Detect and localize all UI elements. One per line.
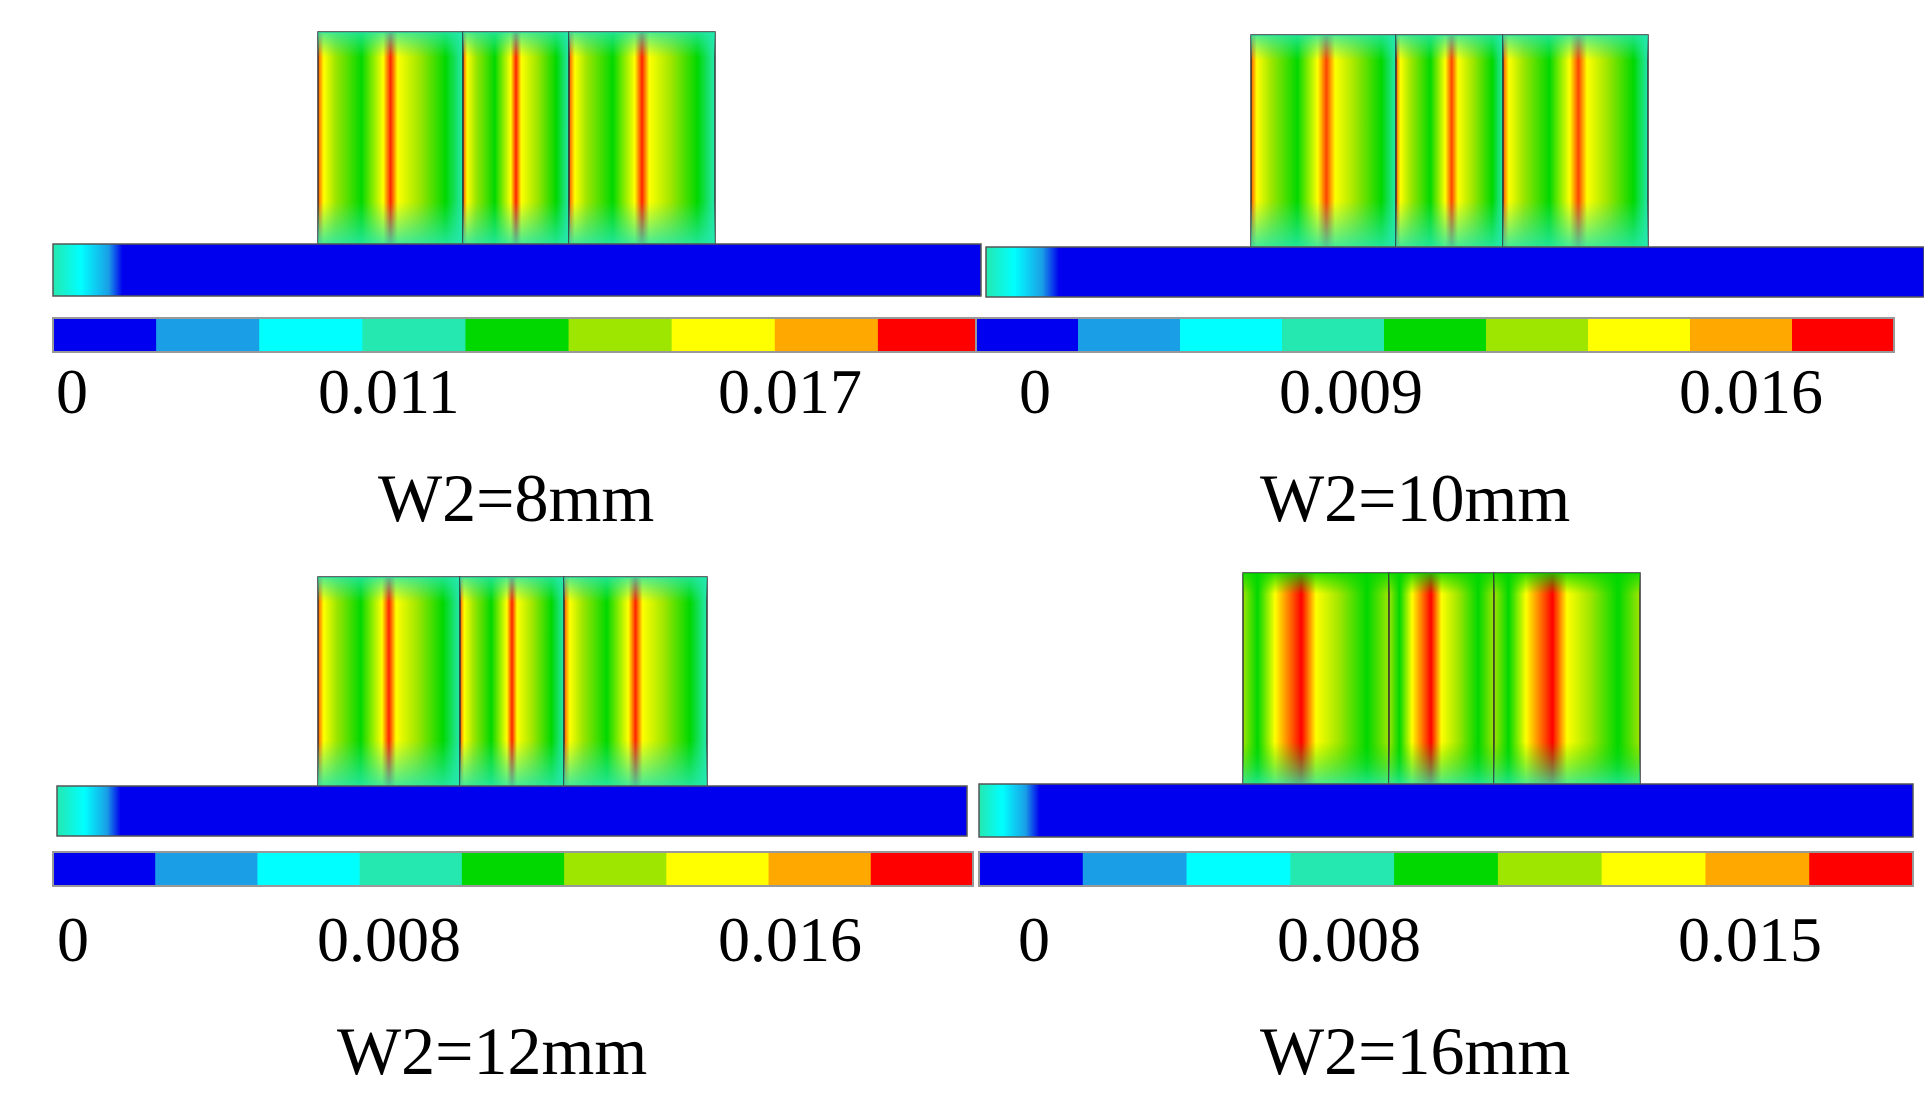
scale-frame [978,851,1914,887]
scale-swatch-5 [564,852,667,886]
scale-label-min: 0 [57,904,89,975]
scale-label-max: 0.015 [1678,904,1822,975]
scale-swatch-6 [671,318,776,352]
scale-swatch-0 [979,852,1084,886]
contour-panel-w2-12mm: 0 0.008 0.016 W2=12mm [0,550,974,1100]
scale-swatch-2 [259,318,363,352]
scale-swatch-2 [257,852,361,886]
panel-caption: W2=8mm [378,460,655,536]
scale-swatch-7 [1705,852,1810,886]
contour-plot [978,572,1914,887]
substrate-bar [52,243,982,297]
contour-plot [975,34,1924,353]
contour-plot [52,576,974,887]
scale-frame [975,317,1895,353]
scale-swatch-4 [1394,852,1499,886]
scale-swatch-1 [1078,318,1181,352]
scale-swatch-8 [1809,852,1914,886]
substrate-bar [56,785,968,837]
substrate-bar [985,246,1924,298]
panel-caption: W2=12mm [337,1013,648,1089]
scale-label-mid: 0.009 [1279,356,1423,427]
scale-swatch-0 [53,852,156,886]
scale-swatch-3 [1290,852,1395,886]
scale-swatch-1 [155,852,258,886]
scale-label-mid: 0.008 [317,904,461,975]
scale-label-min: 0 [1018,904,1050,975]
panel-caption: W2=16mm [1260,1013,1571,1089]
color-scale [978,851,1914,887]
color-scale [52,317,982,353]
substrate-bar [978,783,1914,838]
scale-swatch-8 [1792,318,1895,352]
scale-swatch-2 [1180,318,1283,352]
scale-label-mid: 0.008 [1277,904,1421,975]
scale-swatch-4 [465,318,570,352]
panel-caption: W2=10mm [1260,460,1571,536]
scale-label-mid: 0.011 [318,356,460,427]
scale-swatch-4 [461,852,565,886]
scale-swatch-0 [976,318,1079,352]
scale-label-min: 0 [1019,356,1051,427]
scale-swatch-0 [53,318,157,352]
conductor-blocks [1250,34,1649,248]
scale-swatch-8 [877,318,982,352]
contour-panel-w2-16mm: 0 0.008 0.015 W2=16mm [962,550,1924,1100]
scale-frame [52,851,974,887]
contour-plot [52,31,982,353]
conductor-blocks [317,31,716,245]
conductor-blocks [1242,572,1641,785]
scale-label-max: 0.016 [718,904,862,975]
scale-swatch-4 [1384,318,1487,352]
scale-swatch-6 [666,852,770,886]
scale-swatch-3 [362,318,466,352]
scale-label-max: 0.016 [1679,356,1823,427]
scale-label-max: 0.017 [718,356,862,427]
scale-swatch-1 [156,318,260,352]
scale-swatch-8 [870,852,974,886]
scale-label-min: 0 [56,356,88,427]
scale-swatch-6 [1601,852,1706,886]
contour-panel-w2-10mm: 0 0.009 0.016 W2=10mm [962,0,1924,550]
scale-swatch-6 [1588,318,1691,352]
scale-swatch-5 [1497,852,1603,886]
scale-swatch-3 [1282,318,1385,352]
scale-swatch-5 [568,318,673,352]
scale-swatch-7 [768,852,872,886]
contour-panel-w2-8mm: 0 0.011 0.017 W2=8mm [0,0,982,550]
scale-swatch-7 [774,318,879,352]
scale-swatch-7 [1690,318,1793,352]
color-scale [52,851,974,887]
color-scale [975,317,1895,353]
conductor-blocks [317,576,708,787]
scale-swatch-2 [1186,852,1291,886]
scale-swatch-1 [1082,852,1188,886]
scale-swatch-5 [1486,318,1589,352]
scale-swatch-3 [359,852,463,886]
